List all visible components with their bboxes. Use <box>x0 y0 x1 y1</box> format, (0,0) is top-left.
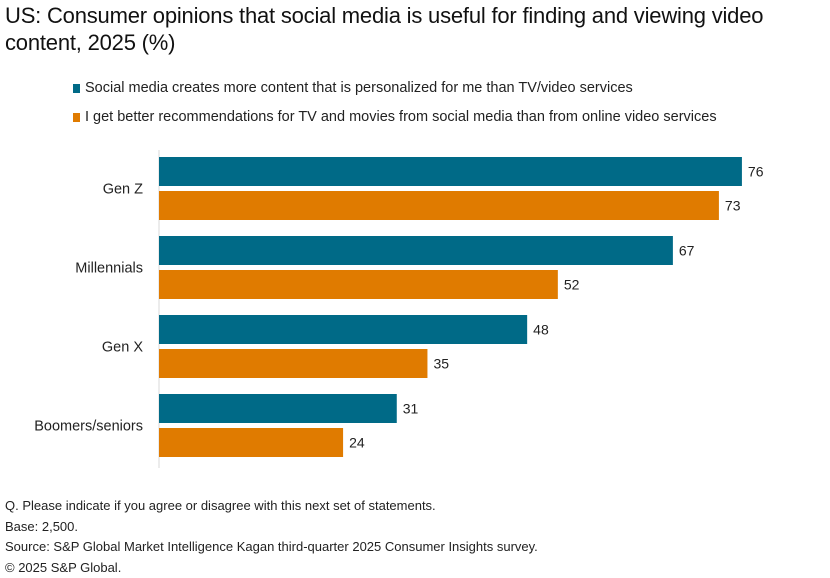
bar-series-2 <box>159 349 428 378</box>
data-label: 67 <box>679 243 695 259</box>
data-label: 73 <box>725 198 741 214</box>
legend-item-series-2: I get better recommendations for TV and … <box>73 109 717 125</box>
category-label: Boomers/seniors <box>34 419 143 435</box>
data-label: 48 <box>533 322 549 338</box>
data-label: 24 <box>349 435 365 451</box>
legend: Social media creates more content that i… <box>73 80 717 138</box>
bar-series-1 <box>159 394 397 423</box>
chart-title: US: Consumer opinions that social media … <box>5 3 764 55</box>
bar-series-1 <box>159 236 673 265</box>
category-label: Gen Z <box>103 182 143 198</box>
footer-source: Source: S&P Global Market Intelligence K… <box>5 539 538 554</box>
bar-series-2 <box>159 270 558 299</box>
category-label: Gen X <box>102 340 143 356</box>
data-label: 52 <box>564 277 580 293</box>
bar-series-1 <box>159 315 528 344</box>
footer-copyright: © 2025 S&P Global. <box>5 559 122 575</box>
legend-swatch-series-2 <box>73 112 80 122</box>
chart-footer: Q. Please indicate if you agree or disag… <box>5 496 538 578</box>
footer-base: Base: 2,500. <box>5 518 78 534</box>
data-label: 35 <box>433 356 449 372</box>
category-label: Millennials <box>75 261 143 277</box>
legend-swatch-series-1 <box>73 83 80 93</box>
bar-series-1 <box>159 157 742 186</box>
footer-question: Q. Please indicate if you agree or disag… <box>5 498 436 513</box>
data-label: 31 <box>403 401 419 417</box>
data-label: 76 <box>748 164 764 180</box>
legend-label-series-1: Social media creates more content that i… <box>85 80 633 96</box>
legend-label-series-2: I get better recommendations for TV and … <box>85 109 717 125</box>
bar-chart: Gen Z 76 73 Millennials 67 52 Gen X 48 35 Boomers… <box>34 150 764 468</box>
bar-series-2 <box>159 191 719 220</box>
legend-item-series-1: Social media creates more content that i… <box>73 80 717 96</box>
bar-series-2 <box>159 428 344 457</box>
